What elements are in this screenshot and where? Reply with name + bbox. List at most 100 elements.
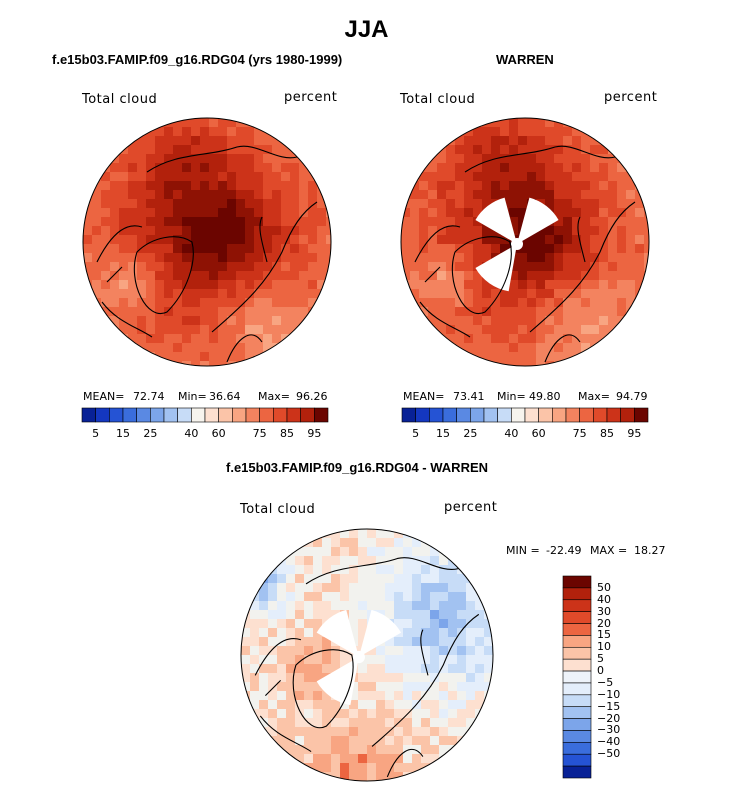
field-cell: [119, 235, 129, 245]
field-cell: [572, 154, 582, 164]
field-cell: [545, 127, 555, 137]
field-cell: [527, 163, 537, 173]
field-cell: [322, 754, 332, 764]
field-cell: [563, 181, 573, 191]
field-cell: [437, 307, 447, 317]
field-cell: [475, 646, 485, 656]
field-cell: [209, 118, 219, 128]
field-cell: [110, 280, 120, 290]
field-cell: [446, 235, 456, 245]
field-cell: [376, 574, 386, 584]
field-cell: [473, 307, 483, 317]
field-cell: [403, 691, 413, 701]
field-cell: [635, 226, 645, 236]
field-cell: [322, 736, 332, 746]
field-cell: [236, 334, 246, 344]
field-cell: [446, 199, 456, 209]
field-cell: [272, 316, 282, 326]
field-cell: [599, 199, 609, 209]
field-cell: [403, 628, 413, 638]
field-cell: [83, 262, 93, 272]
field-cell: [482, 352, 492, 362]
field-cell: [608, 226, 618, 236]
field-cell: [182, 199, 192, 209]
field-cell: [304, 673, 314, 683]
field-cell: [457, 646, 467, 656]
field-cell: [313, 619, 323, 629]
field-cell: [626, 181, 636, 191]
field-cell: [626, 235, 636, 245]
field-cell: [268, 727, 278, 737]
field-cell: [608, 190, 618, 200]
field-cell: [455, 289, 465, 299]
field-cell: [259, 592, 269, 602]
field-cell: [245, 307, 255, 317]
field-cell: [491, 298, 501, 308]
field-cell: [209, 136, 219, 146]
field-cell: [254, 244, 264, 254]
field-cell: [419, 235, 429, 245]
field-cell: [376, 763, 386, 773]
field-cell: [304, 754, 314, 764]
field-cell: [437, 217, 447, 227]
field-cell: [572, 253, 582, 263]
field-cell: [590, 181, 600, 191]
field-cell: [599, 325, 609, 335]
field-cell: [466, 691, 476, 701]
field-cell: [394, 592, 404, 602]
field-cell: [464, 271, 474, 281]
field-cell: [626, 244, 636, 254]
field-cell: [349, 610, 359, 620]
field-cell: [340, 718, 350, 728]
field-cell: [209, 226, 219, 236]
field-cell: [455, 127, 465, 137]
field-cell: [500, 352, 510, 362]
field-cell: [254, 154, 264, 164]
field-cell: [290, 163, 300, 173]
field-cell: [428, 208, 438, 218]
field-cell: [536, 307, 546, 317]
field-cell: [272, 334, 282, 344]
field-cell: [491, 235, 501, 245]
field-cell: [290, 181, 300, 191]
field-cell: [563, 352, 573, 362]
field-cell: [536, 316, 546, 326]
field-cell: [295, 601, 305, 611]
field-cell: [254, 316, 264, 326]
field-cell: [446, 262, 456, 272]
field-cell: [209, 181, 219, 191]
field-cell: [182, 118, 192, 128]
field-cell: [572, 307, 582, 317]
field-cell: [313, 718, 323, 728]
field-cell: [367, 538, 377, 548]
field-cell: [155, 307, 165, 317]
field-cell: [92, 190, 102, 200]
field-cell: [182, 181, 192, 191]
field-cell: [245, 190, 255, 200]
field-cell: [500, 118, 510, 128]
field-cell: [482, 334, 492, 344]
field-cell: [268, 646, 278, 656]
field-cell: [299, 163, 309, 173]
field-cell: [403, 610, 413, 620]
field-cell: [119, 217, 129, 227]
field-cell: [644, 253, 649, 263]
field-cell: [137, 172, 147, 182]
field-cell: [412, 682, 422, 692]
field-cell: [295, 583, 305, 593]
field-cell: [286, 565, 296, 575]
panel1-min-label: Min=: [178, 390, 207, 403]
field-cell: [428, 289, 438, 299]
field-cell: [110, 271, 120, 281]
field-cell: [491, 136, 501, 146]
field-cell: [259, 646, 269, 656]
field-cell: [536, 226, 546, 236]
field-cell: [394, 700, 404, 710]
field-cell: [209, 145, 219, 155]
field-cell: [419, 307, 429, 317]
field-cell: [146, 145, 156, 155]
field-cell: [545, 226, 555, 236]
field-cell: [581, 307, 591, 317]
field-cell: [295, 565, 305, 575]
field-cell: [191, 136, 201, 146]
